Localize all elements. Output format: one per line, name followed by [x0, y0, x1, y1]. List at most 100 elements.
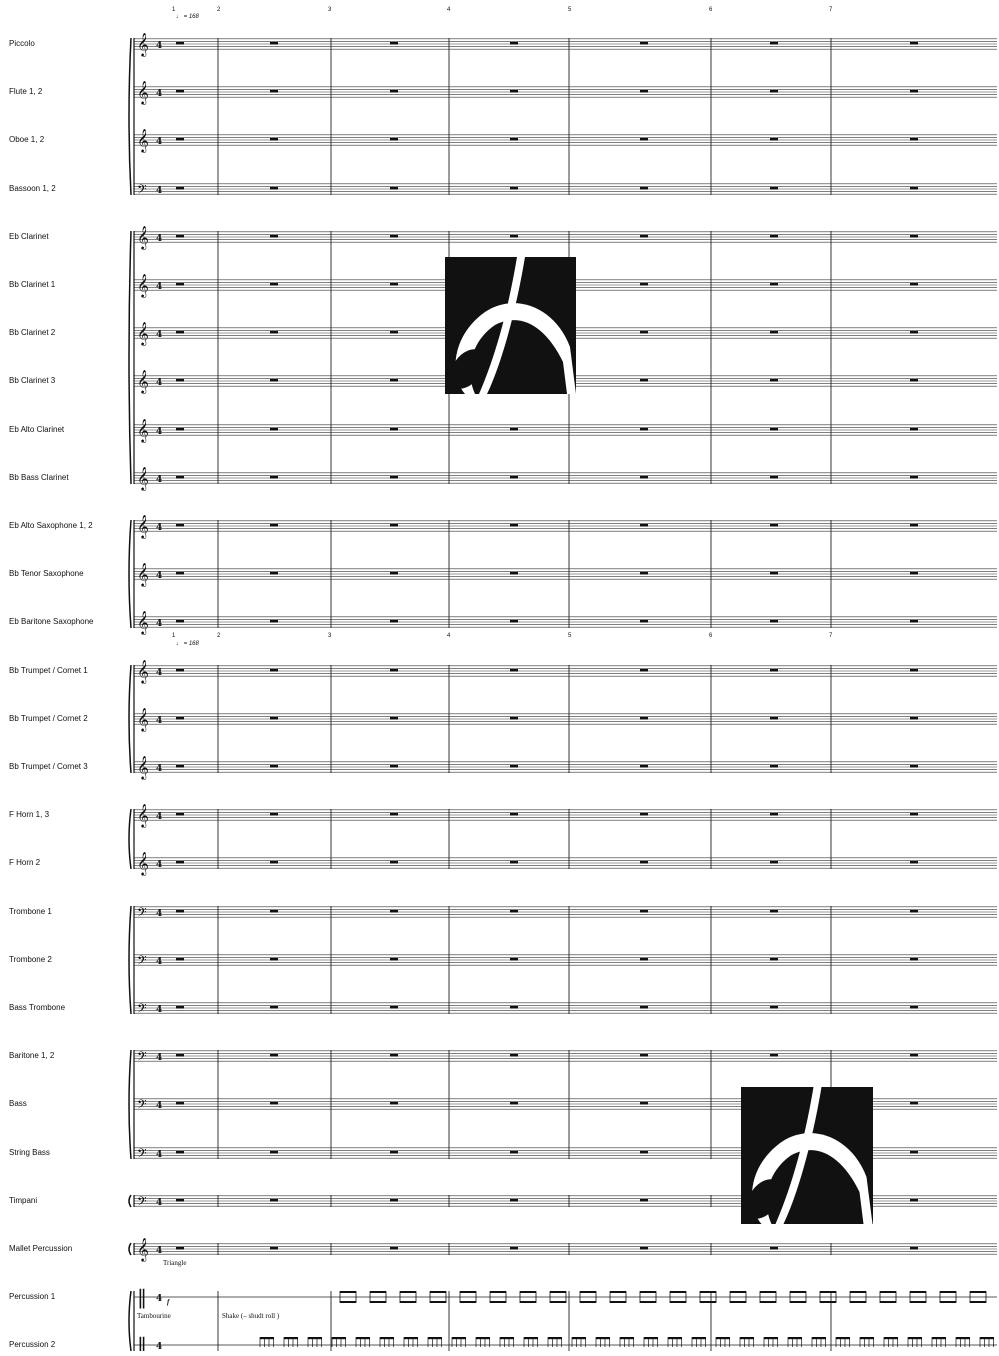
whole-rest — [770, 476, 778, 479]
instrument-label: Bb Clarinet 1 — [9, 280, 56, 289]
beam — [932, 1337, 946, 1340]
perc1-instrument-label: Triangle — [163, 1259, 187, 1267]
bracket — [128, 808, 132, 870]
whole-rest — [270, 669, 278, 672]
whole-rest — [640, 476, 648, 479]
beam — [884, 1337, 898, 1340]
beam — [370, 1291, 386, 1293]
whole-rest — [390, 910, 398, 913]
whole-rest — [640, 138, 648, 141]
beam — [640, 1301, 656, 1303]
whole-rest — [910, 476, 918, 479]
instrument-label: Trombone 1 — [9, 907, 52, 916]
time-signature: 4 — [156, 619, 162, 629]
measure-number: 1 — [172, 7, 176, 13]
whole-rest — [510, 235, 518, 238]
whole-rest — [770, 90, 778, 93]
measure-number: 3 — [328, 7, 332, 13]
clef-icon: 𝄞 — [137, 659, 149, 684]
beam — [428, 1337, 442, 1340]
beam — [476, 1337, 490, 1340]
measure-number: 7 — [829, 7, 833, 13]
whole-rest — [510, 138, 518, 141]
whole-rest — [640, 861, 648, 864]
whole-rest — [910, 861, 918, 864]
whole-rest — [390, 1247, 398, 1250]
beam — [520, 1301, 536, 1303]
staff: 𝄞 4 — [134, 514, 997, 539]
beam — [790, 1291, 806, 1293]
time-signature: 4 — [156, 1150, 162, 1160]
whole-rest — [640, 620, 648, 623]
bracket — [128, 664, 132, 774]
whole-rest — [910, 524, 918, 527]
beam — [850, 1301, 866, 1303]
whole-rest — [770, 524, 778, 527]
instrument-label: Percussion 2 — [9, 1340, 56, 1349]
bracket — [128, 230, 132, 485]
clef-icon: 𝄞 — [137, 755, 149, 780]
beam — [640, 1291, 656, 1293]
whole-rest — [640, 1151, 648, 1154]
whole-rest — [910, 1199, 918, 1202]
whole-rest — [176, 958, 184, 961]
beam — [940, 1301, 956, 1303]
clef-icon: 𝄢 — [137, 905, 147, 923]
instrument-label: Bb Bass Clarinet — [9, 473, 69, 482]
whole-rest — [390, 235, 398, 238]
whole-rest — [770, 1054, 778, 1057]
beam — [580, 1301, 596, 1303]
whole-rest — [910, 428, 918, 431]
whole-rest — [390, 958, 398, 961]
whole-rest — [270, 572, 278, 575]
whole-rest — [270, 90, 278, 93]
bracket — [128, 519, 132, 629]
clef-icon: 𝄢 — [137, 182, 147, 200]
whole-rest — [270, 187, 278, 190]
whole-rest — [176, 765, 184, 768]
whole-rest — [770, 138, 778, 141]
whole-rest — [176, 1006, 184, 1009]
whole-rest — [910, 42, 918, 45]
bracket — [128, 1290, 132, 1352]
whole-rest — [270, 765, 278, 768]
beam — [520, 1291, 536, 1293]
time-signature: 4 — [156, 137, 162, 147]
whole-rest — [770, 717, 778, 720]
whole-rest — [910, 813, 918, 816]
whole-rest — [176, 1247, 184, 1250]
whole-rest — [390, 331, 398, 334]
whole-rest — [176, 813, 184, 816]
clef-icon: 𝄢 — [137, 1049, 147, 1067]
whole-rest — [770, 428, 778, 431]
whole-rest — [176, 235, 184, 238]
whole-rest — [640, 910, 648, 913]
whole-rest — [270, 235, 278, 238]
whole-rest — [510, 861, 518, 864]
clef-icon: 𝄞 — [137, 369, 149, 394]
time-signature: 4 — [156, 957, 162, 967]
instrument-label: F Horn 2 — [9, 858, 41, 867]
time-signature: 4 — [156, 571, 162, 581]
clef-icon: 𝄞 — [137, 225, 149, 250]
whole-rest — [640, 524, 648, 527]
whole-rest — [510, 1102, 518, 1105]
whole-rest — [270, 1199, 278, 1202]
whole-rest — [390, 813, 398, 816]
whole-rest — [176, 1199, 184, 1202]
whole-rest — [770, 331, 778, 334]
whole-rest — [640, 813, 648, 816]
beam — [910, 1301, 926, 1303]
publisher-logo-icon — [741, 1087, 873, 1224]
clef-icon: 𝄞 — [137, 273, 149, 298]
beam — [550, 1301, 566, 1303]
bracket — [128, 905, 132, 1015]
instrument-label: Bass Trombone — [9, 1003, 66, 1012]
clef-icon: 𝄞 — [137, 851, 149, 876]
whole-rest — [910, 1151, 918, 1154]
instrument-label: Bb Trumpet / Cornet 2 — [9, 714, 88, 723]
beam — [764, 1337, 778, 1340]
beam — [692, 1337, 706, 1340]
instrument-label: Oboe 1, 2 — [9, 135, 45, 144]
beam — [760, 1301, 776, 1303]
